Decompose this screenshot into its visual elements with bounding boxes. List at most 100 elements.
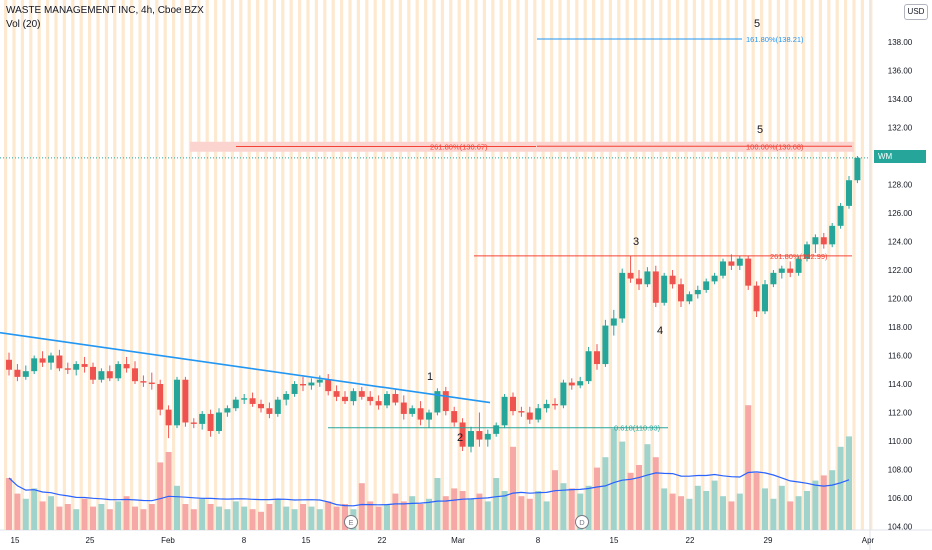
candle-body — [325, 379, 332, 392]
candle-body — [400, 402, 407, 414]
candle-body — [451, 411, 458, 423]
candle-body — [90, 366, 96, 380]
x-tick-label: 22 — [378, 536, 387, 545]
volume-bar — [207, 504, 214, 530]
candle-body — [703, 281, 710, 290]
candle-body — [417, 408, 424, 420]
session-stripe — [499, 0, 503, 530]
session-stripe — [88, 0, 92, 530]
event-marker: D — [575, 515, 589, 529]
x-axis: 15 25 Feb 8 15 22 Mar 8 15 22 29 Apr — [0, 529, 932, 545]
candle-body — [132, 368, 138, 382]
candle-body — [594, 351, 600, 365]
wave-label: 2 — [457, 432, 463, 444]
candle-body — [165, 409, 172, 426]
session-stripe — [449, 0, 453, 530]
candle-body — [123, 364, 130, 369]
volume-bar — [123, 496, 130, 530]
candle — [787, 261, 794, 278]
candle — [73, 361, 80, 376]
candle-body — [627, 272, 634, 279]
volume-bar — [535, 491, 542, 530]
candle — [434, 388, 441, 416]
candle — [350, 388, 357, 406]
session-stripe — [79, 0, 83, 530]
session-stripe — [860, 0, 864, 530]
candle — [493, 422, 500, 437]
candle — [400, 395, 407, 420]
y-tick-label: 126.00 — [888, 209, 913, 218]
session-stripe — [356, 0, 360, 530]
candle — [333, 385, 340, 402]
candle-body — [106, 371, 113, 379]
candle — [820, 232, 827, 249]
candle-body — [6, 359, 12, 370]
candle-body — [501, 396, 508, 426]
volume-bar — [308, 506, 315, 530]
volume-bar — [468, 498, 474, 530]
volume-bar — [417, 504, 424, 530]
volume-bar — [132, 506, 138, 530]
candle — [274, 396, 281, 417]
candle — [762, 279, 768, 315]
candle-body — [232, 399, 239, 409]
candle — [535, 403, 542, 423]
candle-body — [694, 289, 701, 295]
candle-body — [73, 364, 80, 370]
last-price-value: 129.87 — [882, 165, 907, 174]
candle-body — [787, 268, 794, 273]
session-stripe — [155, 0, 159, 530]
session-stripe — [785, 0, 789, 530]
volume-bar — [56, 506, 63, 530]
volume-bar — [568, 488, 575, 530]
candle — [560, 379, 567, 409]
candle-body — [14, 369, 21, 377]
candle — [98, 368, 105, 383]
x-tick-label: 8 — [242, 536, 247, 545]
candle-body — [258, 403, 264, 409]
candle-body — [342, 396, 348, 402]
volume-bar — [711, 480, 718, 530]
candle — [577, 376, 584, 389]
volume-bar — [795, 496, 802, 530]
session-stripe — [684, 0, 688, 530]
volume-bar — [820, 475, 827, 530]
session-stripe — [827, 0, 831, 530]
candle-body — [350, 391, 357, 402]
candles — [6, 156, 861, 453]
volume-bar — [484, 501, 491, 530]
candle — [190, 418, 197, 429]
candle — [468, 426, 474, 453]
candle — [476, 412, 483, 447]
session-stripe — [96, 0, 100, 530]
session-stripe — [163, 0, 167, 530]
session-stripe — [281, 0, 285, 530]
x-tick-label: 15 — [610, 536, 619, 545]
y-tick-label: 112.00 — [888, 409, 912, 418]
session-stripe — [348, 0, 352, 530]
volume-bar — [720, 496, 726, 530]
session-stripe — [566, 0, 570, 530]
candle — [157, 379, 164, 416]
session-stripe — [491, 0, 495, 530]
y-tick-label: 134.00 — [888, 95, 913, 104]
candle — [778, 265, 785, 279]
volume-bar — [787, 501, 794, 530]
session-stripe — [239, 0, 243, 530]
candle — [22, 365, 29, 380]
candle — [669, 270, 676, 289]
session-stripe — [138, 0, 142, 530]
volume-bar — [745, 405, 752, 530]
volume-bar — [375, 506, 382, 530]
volume-bar — [577, 493, 584, 530]
currency-button[interactable]: USD — [904, 4, 928, 20]
session-stripe — [802, 0, 806, 530]
candle — [39, 351, 46, 367]
candle — [148, 372, 155, 390]
candle — [258, 399, 264, 413]
volume-bar — [619, 441, 626, 530]
volume-bar — [762, 488, 768, 530]
volume-bar — [661, 488, 668, 530]
candle — [501, 393, 508, 429]
